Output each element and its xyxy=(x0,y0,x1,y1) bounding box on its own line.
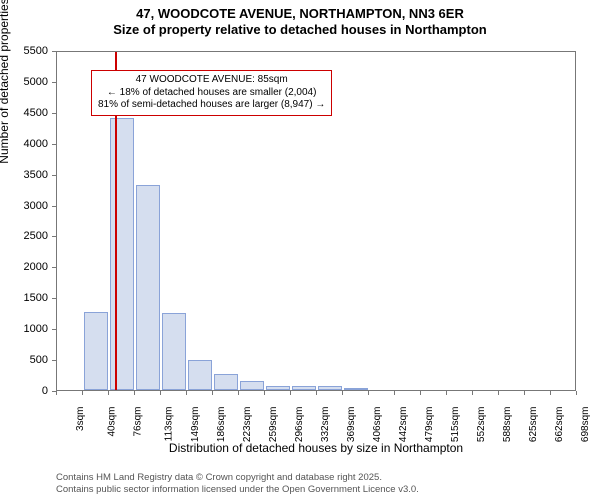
x-tick-mark xyxy=(108,391,109,395)
x-tick-mark xyxy=(316,391,317,395)
x-tick-label: 296sqm xyxy=(294,407,305,443)
y-tick-label: 3500 xyxy=(24,169,48,181)
footer-line-2: Contains public sector information licen… xyxy=(56,484,419,496)
x-tick-mark xyxy=(446,391,447,395)
y-tick-label: 2500 xyxy=(24,230,48,242)
x-tick-label: 149sqm xyxy=(190,407,201,443)
histogram-bar xyxy=(344,388,368,390)
x-tick-mark xyxy=(82,391,83,395)
x-tick-label: 40sqm xyxy=(107,407,118,437)
footer-line-1: Contains HM Land Registry data © Crown c… xyxy=(56,472,419,484)
x-tick-label: 223sqm xyxy=(242,407,253,443)
y-tick-label: 2000 xyxy=(24,261,48,273)
y-tick-mark xyxy=(52,206,56,207)
histogram-bar xyxy=(136,185,160,390)
y-tick-mark xyxy=(52,82,56,83)
x-tick-label: 442sqm xyxy=(398,407,409,443)
y-tick-label: 5000 xyxy=(24,76,48,88)
x-tick-mark xyxy=(56,391,57,395)
y-tick-label: 500 xyxy=(30,354,48,366)
y-tick-mark xyxy=(52,360,56,361)
x-axis-label: Distribution of detached houses by size … xyxy=(56,441,576,455)
y-tick-label: 1000 xyxy=(24,323,48,335)
x-tick-mark xyxy=(290,391,291,395)
x-tick-mark xyxy=(524,391,525,395)
x-tick-label: 369sqm xyxy=(346,407,357,443)
x-tick-mark xyxy=(472,391,473,395)
x-tick-label: 3sqm xyxy=(75,407,86,431)
x-tick-label: 332sqm xyxy=(320,407,331,443)
annotation-line: ← 18% of detached houses are smaller (2,… xyxy=(98,87,325,100)
y-tick-mark xyxy=(52,144,56,145)
x-tick-label: 588sqm xyxy=(502,407,513,443)
y-tick-mark xyxy=(52,113,56,114)
plot-area: 47 WOODCOTE AVENUE: 85sqm← 18% of detach… xyxy=(56,51,576,391)
x-tick-mark xyxy=(550,391,551,395)
x-tick-label: 552sqm xyxy=(476,407,487,443)
y-tick-mark xyxy=(52,329,56,330)
y-tick-mark xyxy=(52,298,56,299)
x-tick-mark xyxy=(420,391,421,395)
chart-container: Number of detached properties 0500100015… xyxy=(0,41,600,461)
annotation-box: 47 WOODCOTE AVENUE: 85sqm← 18% of detach… xyxy=(91,70,332,116)
y-tick-label: 4000 xyxy=(24,138,48,150)
x-tick-mark xyxy=(368,391,369,395)
x-tick-label: 113sqm xyxy=(163,407,174,442)
annotation-line: 47 WOODCOTE AVENUE: 85sqm xyxy=(98,74,325,87)
x-tick-label: 662sqm xyxy=(554,407,565,443)
x-tick-mark xyxy=(342,391,343,395)
histogram-bar xyxy=(188,360,212,390)
histogram-bar xyxy=(240,381,264,390)
x-tick-mark xyxy=(498,391,499,395)
x-tick-mark xyxy=(238,391,239,395)
y-tick-label: 0 xyxy=(42,385,48,397)
x-tick-mark xyxy=(186,391,187,395)
x-tick-label: 259sqm xyxy=(268,407,279,443)
y-tick-label: 4500 xyxy=(24,107,48,119)
x-tick-label: 406sqm xyxy=(372,407,383,443)
x-tick-label: 698sqm xyxy=(580,407,591,443)
histogram-bar xyxy=(318,386,342,390)
x-tick-label: 186sqm xyxy=(216,407,227,443)
x-tick-mark xyxy=(160,391,161,395)
chart-title-sub: Size of property relative to detached ho… xyxy=(0,22,600,37)
histogram-bar xyxy=(214,374,238,390)
x-tick-mark xyxy=(264,391,265,395)
x-tick-mark xyxy=(576,391,577,395)
y-tick-mark xyxy=(52,236,56,237)
histogram-bar xyxy=(84,312,108,390)
x-tick-label: 625sqm xyxy=(528,407,539,443)
y-tick-mark xyxy=(52,391,56,392)
y-tick-mark xyxy=(52,175,56,176)
x-tick-mark xyxy=(212,391,213,395)
histogram-bar xyxy=(292,386,316,390)
histogram-bar xyxy=(110,118,134,390)
annotation-line: 81% of semi-detached houses are larger (… xyxy=(98,99,325,112)
x-tick-mark xyxy=(394,391,395,395)
y-tick-mark xyxy=(52,51,56,52)
y-tick-label: 1500 xyxy=(24,292,48,304)
histogram-bar xyxy=(266,386,290,390)
x-tick-label: 76sqm xyxy=(133,407,144,437)
chart-title-main: 47, WOODCOTE AVENUE, NORTHAMPTON, NN3 6E… xyxy=(0,6,600,21)
y-tick-mark xyxy=(52,267,56,268)
x-tick-mark xyxy=(134,391,135,395)
y-axis-ticks: 0500100015002000250030003500400045005000… xyxy=(0,51,52,391)
title-block: 47, WOODCOTE AVENUE, NORTHAMPTON, NN3 6E… xyxy=(0,0,600,37)
histogram-bar xyxy=(162,313,186,390)
x-tick-label: 479sqm xyxy=(424,407,435,443)
footer-attribution: Contains HM Land Registry data © Crown c… xyxy=(56,472,419,496)
x-tick-label: 515sqm xyxy=(450,407,461,443)
y-tick-label: 5500 xyxy=(24,45,48,57)
y-tick-label: 3000 xyxy=(24,200,48,212)
